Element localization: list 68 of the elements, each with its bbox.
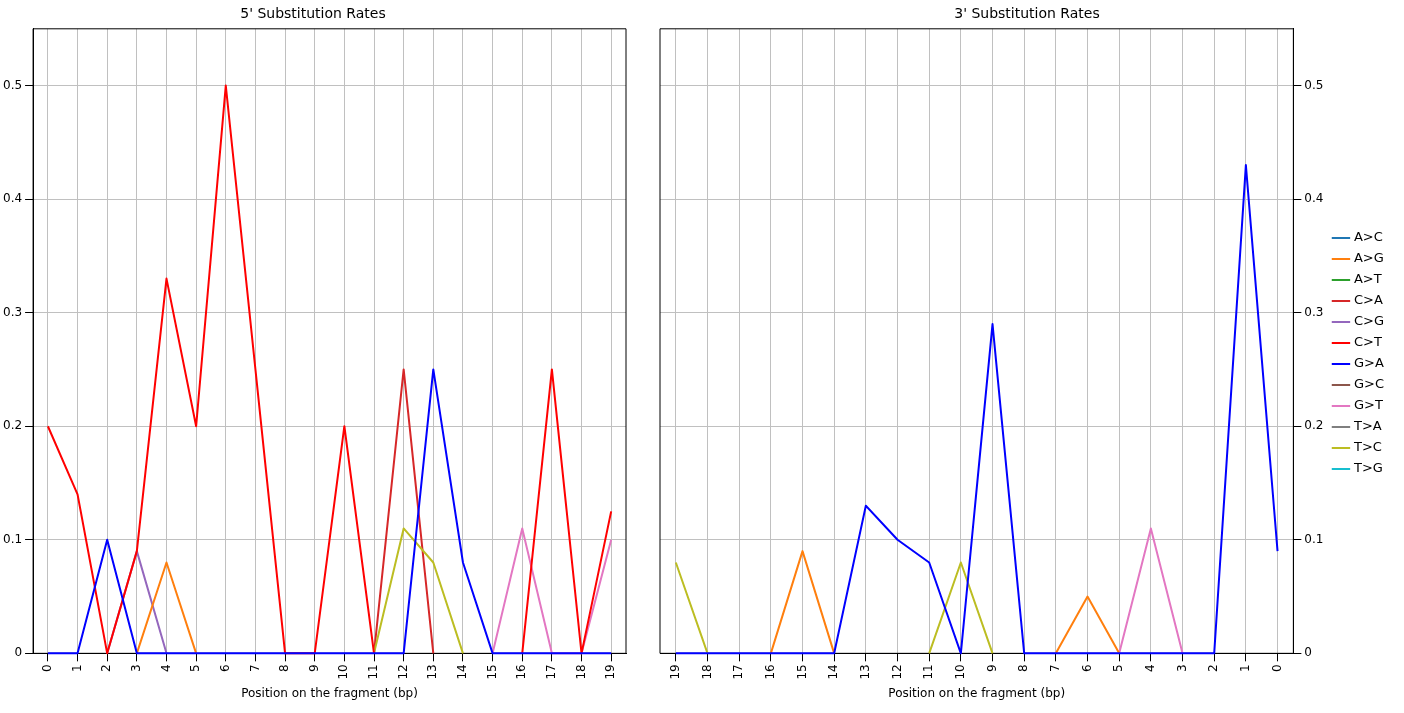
- x-tick-label: 18: [699, 664, 714, 680]
- x-tick-label: 1: [1237, 664, 1252, 672]
- x-tick-label: 1: [69, 664, 84, 672]
- chart-title: 3' Substitution Rates: [954, 5, 1100, 22]
- x-tick-label: 16: [762, 664, 777, 680]
- y-tick-label: 0.1: [2, 531, 23, 546]
- y-tick-label: 0.5: [2, 77, 23, 92]
- x-tick-label: 2: [1206, 664, 1221, 672]
- y-tick-label: 0.1: [1304, 531, 1324, 546]
- legend-label: C>G: [1353, 313, 1384, 329]
- x-tick-label: 6: [217, 664, 232, 672]
- y-tick-label: 0.2: [1304, 418, 1324, 433]
- legend-label: A>C: [1353, 229, 1383, 245]
- legend-label: A>G: [1353, 250, 1384, 266]
- x-tick-label: 19: [603, 664, 618, 680]
- x-tick-label: 17: [544, 664, 559, 680]
- x-tick-label: 5: [188, 664, 203, 672]
- x-tick-label: 7: [247, 664, 262, 672]
- legend-label: T>C: [1352, 439, 1382, 455]
- legend-label: T>A: [1352, 418, 1382, 434]
- y-tick-label: 0: [1304, 645, 1313, 660]
- y-tick-label: 0.4: [2, 191, 23, 206]
- x-tick-label: 8: [1016, 664, 1031, 672]
- legend-label: G>A: [1353, 355, 1384, 371]
- x-tick-label: 19: [667, 664, 682, 680]
- x-tick-label: 15: [794, 664, 809, 680]
- x-tick-label: 4: [158, 664, 173, 672]
- x-tick-label: 3: [1174, 664, 1189, 672]
- y-tick-label: 0.4: [1304, 191, 1324, 206]
- x-tick-label: 2: [99, 664, 114, 672]
- x-tick-label: 5: [1111, 664, 1126, 672]
- legend-label: C>T: [1353, 334, 1382, 350]
- legend-label: G>T: [1353, 397, 1383, 413]
- x-tick-label: 13: [857, 664, 872, 680]
- x-tick-label: 4: [1142, 664, 1157, 672]
- legend-label: G>C: [1353, 376, 1384, 392]
- y-tick-label: 0.3: [2, 304, 23, 319]
- x-tick-label: 10: [952, 664, 967, 680]
- x-tick-label: 10: [336, 664, 351, 680]
- x-tick-label: 9: [984, 664, 999, 672]
- x-tick-label: 14: [455, 664, 470, 680]
- x-tick-label: 0: [1269, 664, 1284, 672]
- y-tick-label: 0.5: [1304, 77, 1324, 92]
- x-tick-label: 7: [1047, 664, 1062, 672]
- x-tick-label: 14: [826, 664, 841, 680]
- x-tick-label: 16: [514, 664, 529, 680]
- x-tick-label: 12: [395, 664, 410, 680]
- x-tick-label: 13: [425, 664, 440, 680]
- x-tick-label: 3: [128, 664, 143, 672]
- x-tick-label: 8: [277, 664, 292, 672]
- legend-label: T>G: [1352, 460, 1383, 476]
- x-tick-label: 11: [366, 664, 381, 680]
- y-tick-label: 0: [14, 645, 23, 660]
- chart-title: 5' Substitution Rates: [240, 5, 386, 22]
- legend-label: C>A: [1353, 292, 1383, 308]
- y-tick-label: 0.3: [1304, 304, 1324, 319]
- x-tick-label: 12: [889, 664, 904, 680]
- x-axis-title: Position on the fragment (bp): [888, 685, 1066, 700]
- x-tick-label: 6: [1079, 664, 1094, 672]
- x-tick-label: 9: [306, 664, 321, 672]
- x-tick-label: 18: [573, 664, 588, 680]
- legend-label: A>T: [1353, 271, 1382, 287]
- x-axis-title: Position on the fragment (bp): [241, 685, 418, 700]
- x-tick-label: 0: [40, 664, 55, 672]
- x-tick-label: 11: [921, 664, 936, 680]
- x-tick-label: 17: [731, 664, 746, 680]
- x-tick-label: 15: [484, 664, 499, 680]
- y-tick-label: 0.2: [2, 418, 23, 433]
